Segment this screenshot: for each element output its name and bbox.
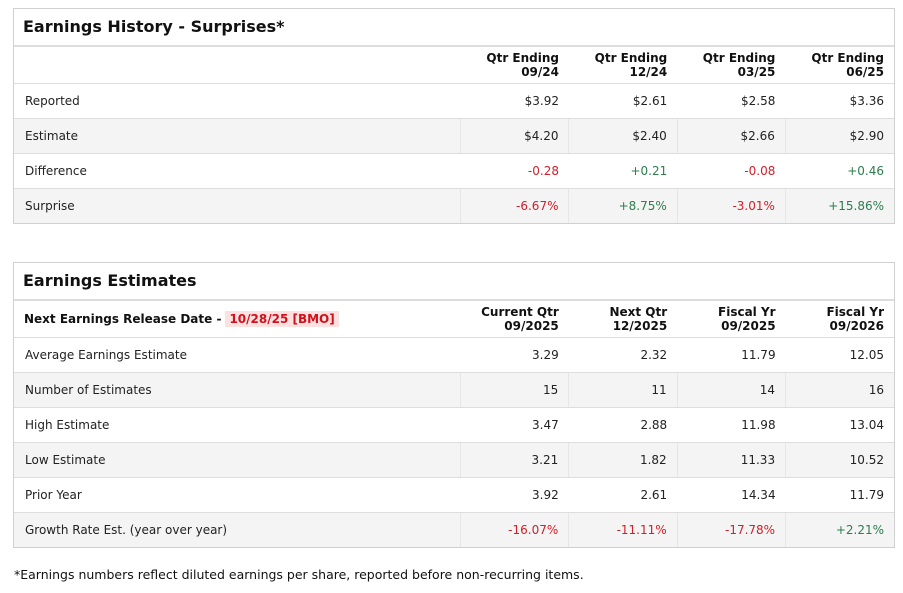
cell-value: $2.58 — [677, 83, 786, 119]
cell-value: 11 — [568, 372, 678, 408]
cell-value: -17.78% — [676, 512, 786, 547]
row-label: Average Earnings Estimate — [14, 337, 461, 373]
row-label: High Estimate — [14, 407, 461, 443]
column-header: Qtr Ending 09/24 — [460, 47, 569, 84]
cell-value: 3.47 — [460, 407, 569, 443]
cell-value: +0.46 — [785, 153, 894, 189]
table-row: Reported $3.92 $2.61 $2.58 $3.36 — [14, 83, 894, 119]
cell-value: $2.90 — [784, 118, 894, 154]
next-release: Next Earnings Release Date -10/28/25 [BM… — [14, 301, 461, 338]
header-row: Qtr Ending 09/24 Qtr Ending 12/24 Qtr Endi… — [14, 47, 894, 84]
row-label: Estimate — [14, 118, 461, 154]
cell-value: -3.01% — [676, 188, 786, 223]
earnings-history-panel: Earnings History - Surprises* Qtr Ending… — [13, 8, 895, 224]
cell-value: 16 — [785, 372, 894, 408]
cell-value: 14 — [676, 372, 786, 408]
cell-value: $3.92 — [460, 83, 569, 119]
cell-value: -0.08 — [677, 153, 786, 189]
cell-value: +15.86% — [784, 188, 894, 223]
table-row: Prior Year 3.92 2.61 14.34 11.79 — [14, 477, 894, 513]
table-row: Difference -0.28 +0.21 -0.08 +0.46 — [14, 153, 894, 189]
table-row: Surprise -6.67% +8.75% -3.01% +15.86% — [14, 188, 894, 223]
cell-value: 12.05 — [785, 337, 894, 373]
cell-value: 11.98 — [677, 407, 786, 443]
cell-value: 10.52 — [785, 442, 894, 478]
column-header: Fiscal Yr 09/2026 — [785, 301, 894, 338]
cell-value: 13.04 — [785, 407, 894, 443]
cell-value: -16.07% — [459, 512, 569, 547]
release-date-badge: 10/28/25 [BMO] — [225, 311, 339, 327]
footnote: *Earnings numbers reflect diluted earnin… — [14, 567, 584, 582]
column-header: Current Qtr 09/2025 — [460, 301, 569, 338]
cell-value: -6.67% — [460, 188, 569, 223]
cell-value: 3.21 — [459, 442, 569, 478]
cell-value: +8.75% — [568, 188, 678, 223]
cell-value: 2.32 — [568, 337, 678, 373]
cell-value: 3.29 — [460, 337, 569, 373]
table-row: Number of Estimates 15 11 14 16 — [14, 372, 894, 408]
panel-title: Earnings Estimates — [14, 263, 894, 301]
cell-value: -11.11% — [568, 512, 678, 547]
column-header: Qtr Ending 06/25 — [785, 47, 894, 84]
column-header: Next Qtr 12/2025 — [568, 301, 678, 338]
cell-value: 15 — [459, 372, 569, 408]
cell-value: 11.79 — [785, 477, 894, 513]
cell-value: $2.61 — [568, 83, 678, 119]
row-label: Reported — [14, 83, 461, 119]
table-row: Low Estimate 3.21 1.82 11.33 10.52 — [14, 442, 894, 478]
row-label: Low Estimate — [14, 442, 461, 478]
earnings-estimates-table: Next Earnings Release Date -10/28/25 [BM… — [14, 301, 894, 547]
cell-value: 2.88 — [568, 407, 678, 443]
column-header: Fiscal Yr 09/2025 — [677, 301, 786, 338]
column-header: Qtr Ending 12/24 — [568, 47, 678, 84]
cell-value: 11.79 — [677, 337, 786, 373]
cell-value: $2.66 — [676, 118, 786, 154]
row-label: Growth Rate Est. (year over year) — [14, 512, 461, 547]
table-row: High Estimate 3.47 2.88 11.98 13.04 — [14, 407, 894, 443]
cell-value: $4.20 — [460, 118, 569, 154]
earnings-estimates-panel: Earnings Estimates Next Earnings Release… — [13, 262, 895, 548]
table-row: Estimate $4.20 $2.40 $2.66 $2.90 — [14, 118, 894, 154]
cell-value: $3.36 — [785, 83, 894, 119]
cell-value: $2.40 — [568, 118, 678, 154]
panel-title: Earnings History - Surprises* — [14, 9, 894, 47]
cell-value: 11.33 — [676, 442, 786, 478]
cell-value: 3.92 — [460, 477, 569, 513]
table-row: Average Earnings Estimate 3.29 2.32 11.79 12… — [14, 337, 894, 373]
row-label: Surprise — [14, 188, 461, 223]
row-label: Number of Estimates — [14, 372, 461, 408]
cell-value: +0.21 — [568, 153, 678, 189]
row-label: Prior Year — [14, 477, 461, 513]
header-row: Next Earnings Release Date -10/28/25 [BM… — [14, 301, 894, 338]
cell-value: -0.28 — [460, 153, 569, 189]
row-label: Difference — [14, 153, 461, 189]
cell-value: 14.34 — [677, 477, 786, 513]
cell-value: 1.82 — [568, 442, 678, 478]
earnings-history-table: Qtr Ending 09/24 Qtr Ending 12/24 Qtr Endi… — [14, 47, 894, 223]
column-header: Qtr Ending 03/25 — [677, 47, 786, 84]
cell-value: +2.21% — [785, 512, 894, 547]
cell-value: 2.61 — [568, 477, 678, 513]
table-row: Growth Rate Est. (year over year) -16.07%… — [14, 512, 894, 547]
